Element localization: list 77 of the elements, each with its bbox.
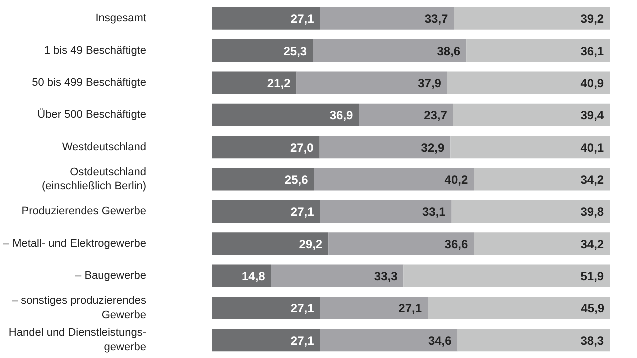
data-label: 51,9 xyxy=(580,270,604,284)
y-tick-label: 50 bis 499 Beschäftigte xyxy=(32,76,147,89)
bar xyxy=(212,168,314,191)
bar xyxy=(320,136,451,159)
bar xyxy=(320,329,458,352)
data-label: 36,9 xyxy=(330,108,354,123)
bar xyxy=(212,72,297,94)
bar xyxy=(212,329,320,352)
bar xyxy=(452,200,610,223)
y-tick-label: – Baugewerbe xyxy=(76,270,147,282)
data-label: 38,3 xyxy=(580,334,604,348)
data-label: 40,9 xyxy=(580,76,604,90)
data-label: 39,8 xyxy=(580,205,604,220)
bar xyxy=(320,200,452,223)
bar xyxy=(212,7,320,30)
data-label: 39,4 xyxy=(580,108,604,123)
bar xyxy=(474,168,610,191)
bar xyxy=(458,329,610,352)
y-tick-label: Über 500 Beschäftigte xyxy=(38,108,147,122)
bar xyxy=(212,136,320,159)
data-label: 21,2 xyxy=(267,76,292,90)
data-label: 38,6 xyxy=(437,44,461,58)
data-label: 40,1 xyxy=(580,140,604,155)
y-tick-label: – sonstiges produzierendes Gewerbe xyxy=(12,295,147,322)
bar xyxy=(296,72,448,94)
data-label: 33,3 xyxy=(374,270,398,284)
bar xyxy=(450,136,610,159)
data-label: 27,1 xyxy=(290,302,315,316)
bar xyxy=(320,7,454,30)
data-label: 32,9 xyxy=(421,140,445,155)
y-tick-label: 1 bis 49 Beschäftigte xyxy=(44,44,147,57)
data-label: 34,6 xyxy=(428,334,452,348)
data-label: 27,1 xyxy=(290,334,315,348)
bar xyxy=(314,168,474,191)
bar xyxy=(320,296,428,320)
bar xyxy=(212,264,272,288)
data-label: 23,7 xyxy=(424,108,448,123)
bar xyxy=(466,40,610,62)
data-label: 25,6 xyxy=(284,173,309,187)
data-label: 40,2 xyxy=(444,173,468,187)
data-label: 45,9 xyxy=(581,302,605,316)
data-label: 33,7 xyxy=(424,12,449,26)
bar xyxy=(474,232,610,256)
data-label: 27,1 xyxy=(290,205,315,220)
bar xyxy=(404,264,610,288)
data-label: 36,6 xyxy=(444,237,468,252)
bar xyxy=(313,40,467,62)
data-label: 39,2 xyxy=(580,12,604,26)
bar xyxy=(428,296,610,320)
data-label: 37,9 xyxy=(418,76,442,90)
bar xyxy=(453,104,610,126)
bar xyxy=(454,7,610,30)
bar xyxy=(328,232,474,256)
bar xyxy=(359,104,454,126)
data-label: 25,3 xyxy=(284,44,308,58)
bar xyxy=(212,40,314,62)
y-tick-label: Produzierendes Gewerbe xyxy=(22,206,147,218)
bar xyxy=(212,232,329,256)
bar xyxy=(447,72,610,94)
y-tick-label: Ostdeutschland (einschließlich Berlin) xyxy=(42,166,147,193)
y-tick-label: – Metall- und Elektrogewerbe xyxy=(3,238,147,250)
data-label: 27,1 xyxy=(290,12,315,26)
data-label: 14,8 xyxy=(242,270,266,284)
data-label: 27,1 xyxy=(398,302,422,316)
y-tick-label: Handel und Dienstleistungs- gewerbe xyxy=(8,327,147,354)
data-label: 34,2 xyxy=(580,173,604,187)
bar xyxy=(212,296,320,320)
y-tick-label: Westdeutschland xyxy=(62,141,147,154)
data-label: 34,2 xyxy=(580,237,604,252)
bar xyxy=(212,104,360,126)
data-label: 36,1 xyxy=(580,44,604,58)
data-label: 29,2 xyxy=(299,237,323,252)
data-label: 27,0 xyxy=(290,140,314,155)
bar xyxy=(271,264,404,288)
data-label: 33,1 xyxy=(422,205,446,220)
bar xyxy=(212,200,320,223)
y-tick-label: Insgesamt xyxy=(96,12,147,25)
